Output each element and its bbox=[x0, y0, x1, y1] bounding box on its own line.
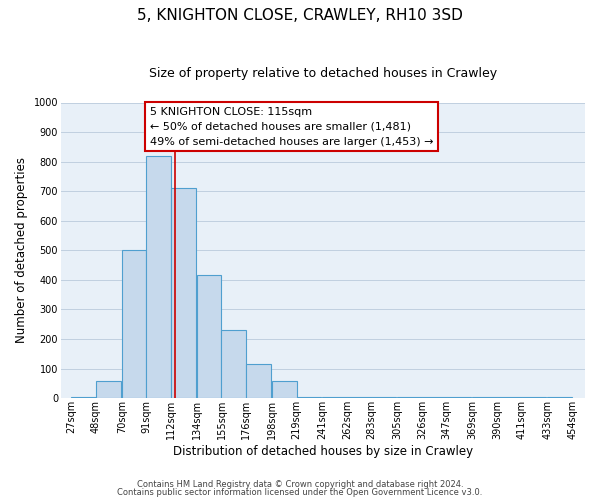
Bar bbox=[197, 276, 221, 398]
Bar bbox=[422, 396, 446, 398]
Y-axis label: Number of detached properties: Number of detached properties bbox=[15, 158, 28, 344]
Bar bbox=[446, 396, 471, 398]
Bar bbox=[272, 382, 296, 398]
Bar bbox=[96, 381, 121, 398]
Bar bbox=[221, 330, 246, 398]
Bar bbox=[246, 364, 271, 398]
Bar bbox=[371, 396, 396, 398]
X-axis label: Distribution of detached houses by size in Crawley: Distribution of detached houses by size … bbox=[173, 444, 473, 458]
Text: 5 KNIGHTON CLOSE: 115sqm
← 50% of detached houses are smaller (1,481)
49% of sem: 5 KNIGHTON CLOSE: 115sqm ← 50% of detach… bbox=[150, 107, 433, 146]
Bar bbox=[497, 396, 521, 398]
Bar bbox=[171, 188, 196, 398]
Text: Contains public sector information licensed under the Open Government Licence v3: Contains public sector information licen… bbox=[118, 488, 482, 497]
Bar bbox=[146, 156, 171, 398]
Title: Size of property relative to detached houses in Crawley: Size of property relative to detached ho… bbox=[149, 68, 497, 80]
Bar bbox=[296, 396, 321, 398]
Bar bbox=[547, 396, 572, 398]
Bar bbox=[322, 396, 347, 398]
Text: Contains HM Land Registry data © Crown copyright and database right 2024.: Contains HM Land Registry data © Crown c… bbox=[137, 480, 463, 489]
Bar bbox=[122, 250, 146, 398]
Bar bbox=[71, 396, 96, 398]
Bar bbox=[397, 396, 422, 398]
Bar bbox=[472, 396, 497, 398]
Bar bbox=[521, 396, 547, 398]
Text: 5, KNIGHTON CLOSE, CRAWLEY, RH10 3SD: 5, KNIGHTON CLOSE, CRAWLEY, RH10 3SD bbox=[137, 8, 463, 22]
Bar bbox=[347, 396, 371, 398]
